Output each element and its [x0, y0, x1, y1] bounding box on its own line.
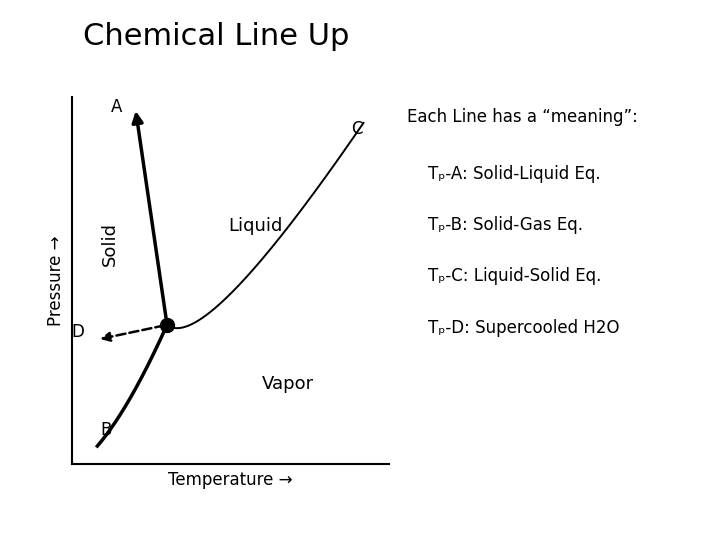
Text: Tₚ-A: Solid-Liquid Eq.: Tₚ-A: Solid-Liquid Eq. — [428, 165, 601, 183]
Text: A: A — [111, 98, 122, 116]
Y-axis label: Pressure →: Pressure → — [47, 235, 65, 326]
Text: Chemical Line Up: Chemical Line Up — [83, 22, 349, 51]
X-axis label: Temperature →: Temperature → — [168, 471, 292, 489]
Text: B: B — [101, 421, 112, 438]
Text: Solid: Solid — [101, 222, 119, 266]
Text: C: C — [351, 119, 362, 138]
Text: Liquid: Liquid — [228, 217, 283, 235]
Text: Tₚ-C: Liquid-Solid Eq.: Tₚ-C: Liquid-Solid Eq. — [428, 267, 602, 285]
Text: Tₚ-D: Supercooled H2O: Tₚ-D: Supercooled H2O — [428, 319, 620, 336]
Text: Each Line has a “meaning”:: Each Line has a “meaning”: — [407, 108, 638, 126]
Text: D: D — [72, 323, 85, 341]
Text: Tₚ-B: Solid-Gas Eq.: Tₚ-B: Solid-Gas Eq. — [428, 216, 583, 234]
Text: Vapor: Vapor — [261, 375, 313, 393]
Point — [161, 321, 173, 329]
